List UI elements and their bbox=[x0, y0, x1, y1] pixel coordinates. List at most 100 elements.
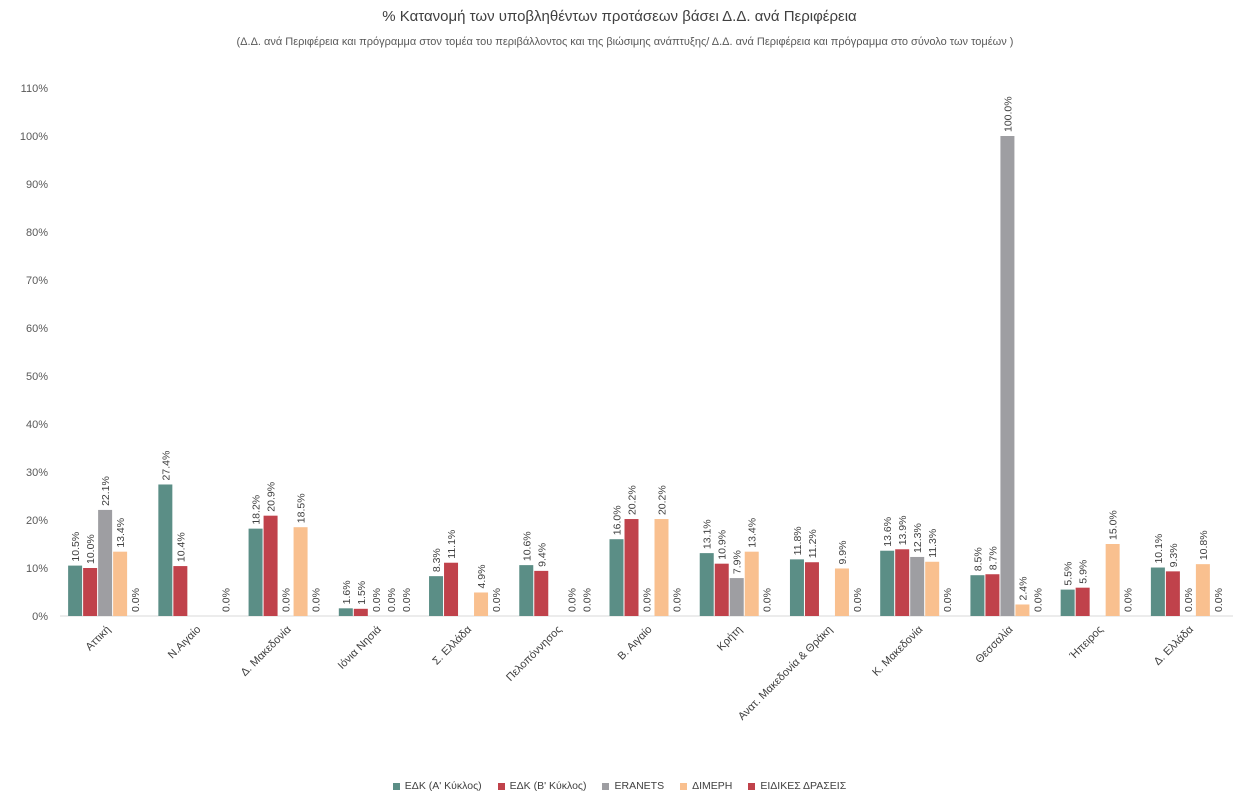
bar bbox=[1165, 571, 1180, 616]
bar bbox=[609, 539, 624, 616]
category-label: Ν.Αιγαίο bbox=[166, 624, 204, 662]
data-label: 16.0% bbox=[612, 505, 624, 535]
data-label: 0.0% bbox=[491, 588, 503, 612]
data-label: 18.2% bbox=[251, 495, 263, 525]
category-label: Δ. Μακεδονία bbox=[239, 623, 295, 679]
data-label: 0.0% bbox=[581, 588, 593, 612]
data-label: 0.0% bbox=[762, 588, 774, 612]
data-label: 13.4% bbox=[115, 518, 127, 548]
y-tick-label: 50% bbox=[26, 371, 48, 383]
data-label: 0.0% bbox=[220, 588, 232, 612]
category-label: Κρήτη bbox=[715, 624, 745, 654]
data-label: 11.1% bbox=[446, 530, 458, 559]
chart-subtitle: (Δ.Δ. ανά Περιφέρεια και πρόγραμμα στον … bbox=[236, 36, 1014, 48]
data-label: 4.9% bbox=[476, 565, 488, 589]
data-label: 11.2% bbox=[807, 529, 819, 558]
bar bbox=[83, 568, 98, 616]
bar bbox=[789, 559, 804, 616]
y-tick-label: 20% bbox=[26, 515, 48, 527]
data-label: 8.3% bbox=[431, 548, 443, 572]
data-label: 0.0% bbox=[386, 588, 398, 612]
bar bbox=[534, 570, 549, 616]
category-label: Πελοπόννησος bbox=[504, 624, 564, 684]
bar bbox=[98, 509, 113, 616]
bar bbox=[338, 608, 353, 616]
data-label: 11.3% bbox=[927, 529, 939, 558]
data-label: 2.4% bbox=[1017, 577, 1029, 601]
bar bbox=[834, 568, 849, 616]
legend-label: ΕΔΚ (Β' Κύκλος) bbox=[509, 780, 587, 792]
data-label: 0.0% bbox=[1213, 588, 1225, 612]
bar bbox=[474, 592, 489, 616]
legend-swatch bbox=[497, 782, 505, 790]
y-tick-label: 10% bbox=[26, 563, 48, 575]
data-label: 8.5% bbox=[972, 547, 984, 571]
data-label: 13.9% bbox=[897, 515, 909, 545]
data-label: 10.8% bbox=[1198, 530, 1210, 560]
bar bbox=[68, 565, 83, 616]
data-label: 12.3% bbox=[912, 523, 924, 553]
data-label: 0.0% bbox=[1032, 588, 1044, 612]
data-label: 10.9% bbox=[717, 530, 729, 560]
category-label: Σ. Ελλάδα bbox=[430, 623, 474, 667]
data-label: 0.0% bbox=[371, 588, 383, 612]
data-label: 13.1% bbox=[702, 519, 714, 549]
bar bbox=[519, 565, 534, 616]
legend-item: ERANETS bbox=[602, 780, 664, 792]
bar bbox=[804, 562, 819, 616]
data-label: 5.5% bbox=[1063, 562, 1075, 586]
data-label: 0.0% bbox=[401, 588, 413, 612]
data-label: 0.0% bbox=[566, 588, 578, 612]
y-tick-label: 90% bbox=[26, 179, 48, 191]
data-label: 0.0% bbox=[311, 588, 323, 612]
bar bbox=[1060, 589, 1075, 616]
data-label: 0.0% bbox=[942, 588, 954, 612]
data-label: 0.0% bbox=[281, 588, 293, 612]
bar bbox=[1075, 587, 1090, 616]
chart-legend: ΕΔΚ (Α' Κύκλος) ΕΔΚ (Β' Κύκλος) ERANETS ΔΙΜ… bbox=[0, 780, 1239, 792]
data-label: 0.0% bbox=[852, 588, 864, 612]
bar bbox=[985, 574, 1000, 616]
bar bbox=[158, 484, 173, 616]
y-tick-label: 0% bbox=[32, 611, 48, 623]
legend-item: ΔΙΜΕΡΗ bbox=[680, 780, 732, 792]
bar bbox=[1105, 544, 1120, 616]
category-label: Θεσσαλία bbox=[973, 623, 1016, 666]
data-label: 5.9% bbox=[1078, 560, 1090, 584]
bar bbox=[624, 519, 639, 616]
legend-label: ΕΔΚ (Α' Κύκλος) bbox=[404, 780, 482, 792]
data-label: 11.8% bbox=[792, 526, 804, 555]
data-label: 20.2% bbox=[657, 485, 669, 515]
y-tick-label: 100% bbox=[20, 131, 48, 143]
category-label: Β. Αιγαίο bbox=[616, 624, 655, 663]
data-label: 18.5% bbox=[296, 493, 308, 523]
bar bbox=[444, 562, 459, 616]
category-label: Αττική bbox=[83, 624, 113, 654]
bar bbox=[925, 561, 940, 616]
data-label: 0.0% bbox=[1183, 588, 1195, 612]
bar bbox=[699, 553, 714, 616]
y-tick-label: 70% bbox=[26, 275, 48, 287]
bar bbox=[654, 519, 669, 616]
category-label: Ήπειρος bbox=[1067, 624, 1106, 663]
data-label: 20.2% bbox=[627, 485, 639, 515]
bar bbox=[173, 566, 188, 616]
y-tick-label: 40% bbox=[26, 419, 48, 431]
data-label: 10.0% bbox=[85, 534, 97, 564]
bar bbox=[263, 515, 278, 616]
data-label: 1.5% bbox=[356, 581, 368, 605]
bar bbox=[1000, 136, 1015, 616]
data-label: 10.1% bbox=[1153, 534, 1165, 564]
data-label: 1.6% bbox=[341, 580, 353, 604]
y-tick-label: 60% bbox=[26, 323, 48, 335]
legend-swatch bbox=[680, 782, 688, 790]
data-label: 10.5% bbox=[70, 532, 82, 562]
bar bbox=[248, 528, 263, 616]
data-label: 13.6% bbox=[882, 517, 894, 547]
category-label: Δ. Ελλάδα bbox=[1152, 623, 1197, 668]
legend-item: ΕΔΚ (Α' Κύκλος) bbox=[392, 780, 482, 792]
y-tick-label: 80% bbox=[26, 227, 48, 239]
data-label: 100.0% bbox=[1002, 96, 1014, 132]
category-label: Κ. Μακεδονία bbox=[870, 623, 926, 679]
